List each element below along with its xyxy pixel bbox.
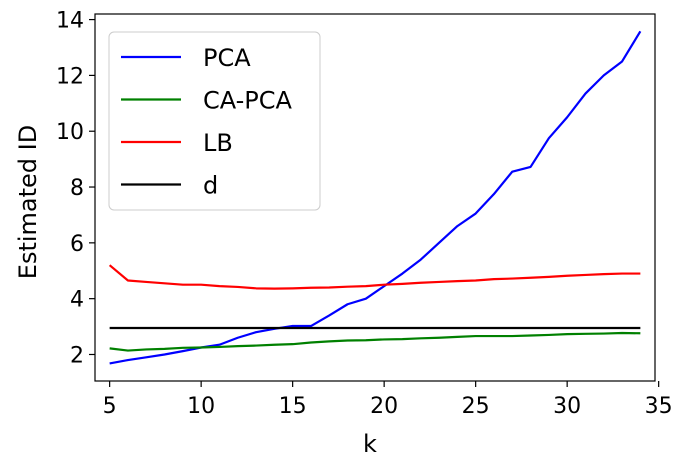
x-axis-label: k (363, 430, 377, 458)
legend-box (108, 31, 321, 211)
y-tick-label: 10 (56, 120, 84, 145)
x-tick-label: 15 (279, 394, 307, 419)
legend: PCA CA-PCA LB d (108, 31, 321, 211)
legend-label: CA-PCA (203, 87, 293, 115)
y-tick-label: 2 (70, 343, 84, 368)
series-layer (108, 30, 642, 365)
y-axis-label: Estimated ID (14, 125, 42, 279)
x-tick-label: 5 (103, 394, 117, 419)
legend-label: d (203, 172, 218, 200)
x-axis-ticks: 5 10 15 20 25 30 35 (103, 381, 673, 419)
x-tick-label: 20 (370, 394, 398, 419)
legend-label: PCA (203, 44, 251, 72)
y-tick-label: 12 (56, 64, 84, 89)
y-tick-label: 4 (70, 288, 84, 313)
x-tick-label: 35 (645, 394, 673, 419)
y-axis-ticks: 2 4 6 8 10 12 14 (56, 9, 95, 368)
x-tick-label: 25 (462, 394, 490, 419)
plot-frame (94, 13, 656, 382)
x-tick-label: 30 (553, 394, 581, 419)
y-tick-label: 8 (70, 176, 84, 201)
series-line-lb (108, 264, 641, 290)
y-tick-label: 14 (56, 9, 84, 34)
x-tick-label: 10 (187, 394, 215, 419)
y-tick-label: 6 (70, 232, 84, 257)
legend-label: LB (203, 129, 233, 157)
series-line-ca-pca (109, 331, 641, 352)
plot-area-border (94, 13, 656, 382)
